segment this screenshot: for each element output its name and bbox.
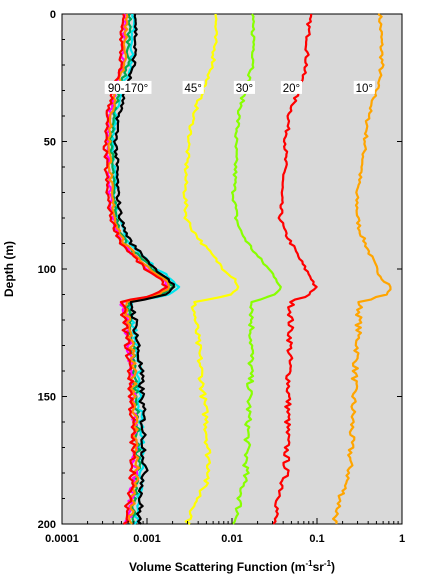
x-axis-title: Volume Scattering Function (m-1sr-1) <box>129 559 335 574</box>
axis-layer: 0 50 100 150 200 0.0001 0.001 0.01 0.1 1 <box>38 9 405 545</box>
curve-label-bg-3 <box>233 80 255 94</box>
series-line-8 <box>106 13 170 525</box>
series-line-2 <box>272 13 318 525</box>
annotation-layer: 90-170° 45° 30° 20° 10° <box>104 80 375 95</box>
x-axis-title-mid: sr <box>313 560 325 574</box>
y-tick-label-4: 200 <box>38 519 56 531</box>
series-layer <box>102 13 392 525</box>
series-line-4 <box>182 13 240 525</box>
curve-label-4: 20° <box>283 83 300 95</box>
x-axis-title-end: ) <box>331 560 335 574</box>
series-line-9 <box>102 13 169 525</box>
x-axis-title-sup2: -1 <box>324 559 332 568</box>
y-tick-label-3: 150 <box>38 392 56 404</box>
curve-label-2: 45° <box>185 83 202 95</box>
x-tick-label-4: 1 <box>399 533 405 545</box>
x-tick-label-3: 0.1 <box>309 533 324 545</box>
series-line-1 <box>332 13 392 525</box>
series-line-3 <box>231 13 282 525</box>
x-tick-label-2: 0.01 <box>221 533 242 545</box>
y-tick-label-1: 50 <box>44 137 56 149</box>
x-tick-label-1: 0.001 <box>133 533 161 545</box>
curve-label-bg-2 <box>182 80 204 94</box>
curve-label-bg-4 <box>280 80 302 94</box>
curve-label-5: 10° <box>356 83 373 95</box>
y-axis-title: Depth (m) <box>2 241 16 297</box>
series-line-10 <box>113 13 175 525</box>
curve-label-1: 90-170° <box>108 83 148 95</box>
y-tick-label-2: 100 <box>38 264 56 276</box>
x-axis-title-base: Volume Scattering Function (m <box>129 560 305 574</box>
curve-label-bg-1 <box>104 80 152 94</box>
x-tick-label-0: 0.0001 <box>45 533 79 545</box>
x-axis-title-sup1: -1 <box>305 559 313 568</box>
curve-label-3: 30° <box>236 83 253 95</box>
y-tick-label-0: 0 <box>50 9 56 21</box>
curve-label-bg-5 <box>353 80 375 94</box>
